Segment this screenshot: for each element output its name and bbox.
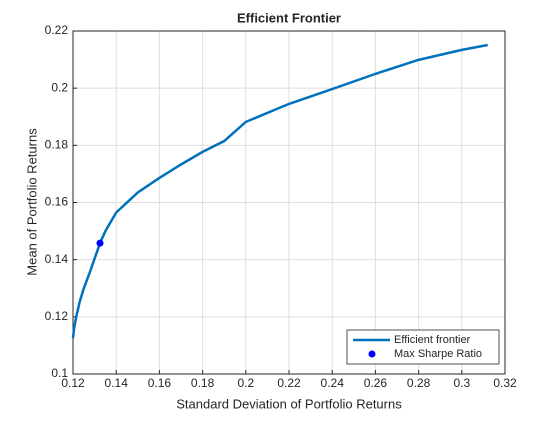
y-tick-label: 0.22 (45, 23, 69, 37)
legend-box (346, 329, 500, 365)
x-tick-label: 0.16 (148, 376, 172, 390)
legend-swatch (368, 350, 376, 358)
legend-label: Efficient frontier (394, 334, 471, 346)
x-tick-label: 0.14 (105, 376, 129, 390)
y-tick-label: 0.18 (45, 138, 69, 152)
x-tick-label: 0.2 (237, 376, 254, 390)
x-axis-label: Standard Deviation of Portfolio Returns (176, 396, 402, 411)
x-tick-label: 0.28 (407, 376, 431, 390)
x-tick-label: 0.22 (277, 376, 301, 390)
legend-label: Max Sharpe Ratio (394, 348, 482, 360)
x-tick-label: 0.3 (453, 376, 470, 390)
legend: Efficient frontier Max Sharpe Ratio (346, 329, 500, 365)
y-tick-label: 0.16 (45, 195, 69, 209)
chart-title: Efficient Frontier (237, 10, 341, 25)
x-tick-label: 0.18 (191, 376, 215, 390)
axes-box (72, 30, 506, 375)
y-tick-label: 0.1 (51, 366, 68, 380)
point (96, 239, 104, 247)
x-tick-label: 0.12 (61, 376, 85, 390)
y-axis-label: Mean of Portfolio Returns (24, 128, 39, 276)
x-tick-label: 0.32 (493, 376, 517, 390)
y-tick-label: 0.14 (45, 252, 69, 266)
y-tick-label: 0.12 (45, 309, 69, 323)
y-tick-label: 0.2 (51, 80, 68, 94)
x-tick-label: 0.24 (321, 376, 345, 390)
x-tick-label: 0.26 (364, 376, 388, 390)
frontier-line (71, 43, 488, 339)
